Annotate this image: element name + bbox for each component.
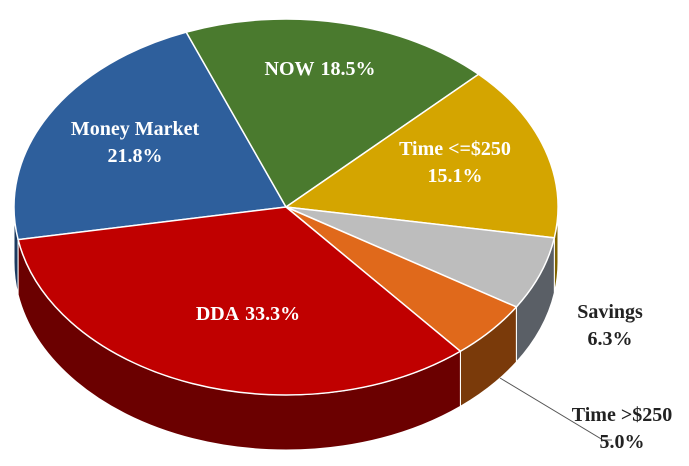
value-label: 15.1% xyxy=(428,165,483,187)
value-label: 6.3% xyxy=(588,328,633,350)
pie-slice xyxy=(185,18,480,209)
category-label: DDA xyxy=(196,303,240,325)
pie-slice xyxy=(13,31,288,241)
data-label: Savings 6.3% xyxy=(577,301,643,350)
value-label: 5.0% xyxy=(600,431,645,453)
pie-slice xyxy=(283,73,559,239)
category-label: Time >$250 xyxy=(572,404,672,426)
data-label: NOW 18.5% xyxy=(265,58,376,80)
data-label: Time >$250 5.0% xyxy=(572,404,672,453)
category-label: Savings xyxy=(577,301,643,323)
value-label: 18.5% xyxy=(321,58,376,80)
data-label: DDA 33.3% xyxy=(196,303,300,325)
category-label: NOW xyxy=(265,58,315,80)
category-label: Time <=$250 xyxy=(399,138,511,160)
category-label: Money Market xyxy=(71,118,200,140)
data-label: Money Market 21.8% xyxy=(71,118,200,167)
value-label: 21.8% xyxy=(108,145,163,167)
value-label: 33.3% xyxy=(245,303,300,325)
data-label: Time <=$250 15.1% xyxy=(399,138,511,187)
leader-line xyxy=(499,377,612,441)
pie-slice xyxy=(17,206,462,396)
